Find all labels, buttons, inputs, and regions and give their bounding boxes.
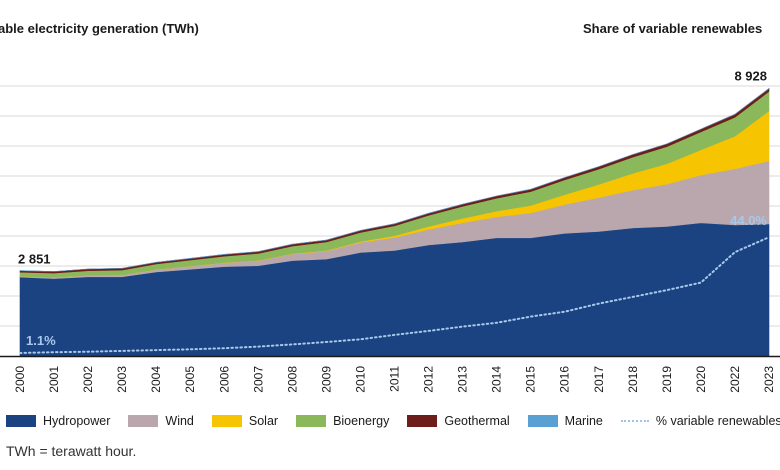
- x-tick-label: 2007: [251, 366, 265, 393]
- legend-label-share: % variable renewables: [655, 414, 780, 428]
- x-tick-label: 2019: [660, 366, 674, 393]
- start-share-label: 1.1%: [26, 333, 56, 348]
- x-tick-label: 2003: [115, 366, 129, 393]
- legend-item-bioenergy: Bioenergy: [296, 414, 389, 428]
- start-total-label: 2 851: [18, 252, 51, 267]
- x-tick-label: 2004: [149, 366, 163, 393]
- legend-item-share: % variable renewables: [620, 414, 780, 428]
- x-tick-label: 2022: [728, 366, 742, 393]
- legend-item-solar: Solar: [211, 414, 279, 428]
- legend-item-marine: Marine: [527, 414, 603, 428]
- legend-swatch-geothermal: [407, 415, 438, 427]
- chart-title-right: Share of variable renewables: [583, 21, 763, 36]
- x-tick-label: 2011: [388, 366, 402, 392]
- legend-swatch-bioenergy: [296, 415, 327, 427]
- legend-label-solar: Solar: [248, 414, 279, 428]
- x-tick-label: 2014: [490, 366, 504, 393]
- x-tick-label: 2016: [558, 366, 572, 393]
- legend-swatch-wind: [128, 415, 159, 427]
- chart-title: able electricity generation (TWh): [0, 21, 199, 36]
- x-tick-label: 2015: [524, 366, 538, 393]
- legend-label-wind: Wind: [165, 414, 194, 428]
- x-tick-label: 2012: [422, 366, 436, 393]
- legend-item-geothermal: Geothermal: [407, 414, 510, 428]
- legend-swatch-solar: [211, 415, 242, 427]
- legend-swatch-marine: [527, 415, 558, 427]
- legend-swatch-hydropower: [6, 415, 36, 427]
- legend-label-geothermal: Geothermal: [444, 414, 510, 428]
- x-tick-label: 2013: [456, 366, 470, 393]
- legend-swatch-share: [620, 420, 649, 422]
- x-tick-label: 2001: [47, 366, 61, 393]
- x-tick-label: 2000: [13, 366, 27, 393]
- x-tick-label: 2018: [626, 366, 640, 393]
- legend-label-marine: Marine: [564, 414, 603, 428]
- x-tick-label: 2008: [285, 366, 299, 393]
- x-tick-label: 2002: [81, 366, 95, 393]
- end-total-label: 8 928: [734, 68, 767, 83]
- share-line: [19, 236, 770, 354]
- x-tick-label: 2006: [217, 366, 231, 393]
- legend-label-bioenergy: Bioenergy: [333, 414, 390, 428]
- x-tick-label: 2020: [694, 366, 708, 393]
- x-tick-label: 2010: [354, 366, 368, 393]
- x-tick-label: 2009: [319, 366, 333, 393]
- footnote: TWh = terawatt hour.: [6, 443, 137, 459]
- x-tick-label: 2017: [592, 366, 606, 393]
- legend-item-wind: Wind: [128, 414, 194, 428]
- area-marine: [19, 87, 770, 272]
- x-tick-label: 2023: [762, 366, 776, 393]
- end-share-label: 44.0%: [730, 213, 767, 228]
- chart-legend: Hydropower Wind Solar Bioenergy Geotherm…: [6, 414, 780, 428]
- legend-item-hydropower: Hydropower: [6, 414, 110, 428]
- renewables-area-chart: 2000 2001 2002 2003 2004 2005 2006 2007 2008 2009…: [0, 68, 780, 393]
- legend-label-hydropower: Hydropower: [43, 414, 111, 428]
- x-tick-label: 2005: [183, 366, 197, 393]
